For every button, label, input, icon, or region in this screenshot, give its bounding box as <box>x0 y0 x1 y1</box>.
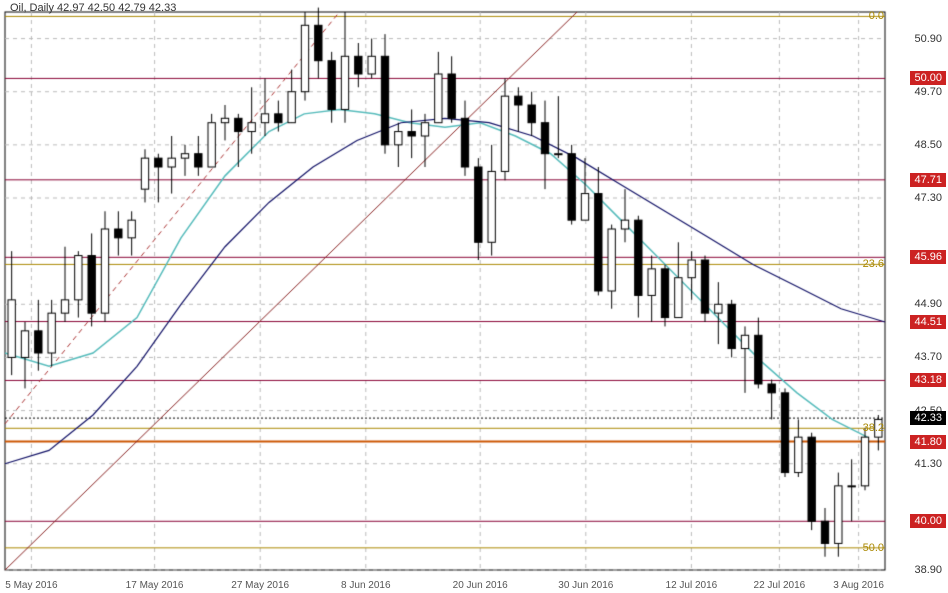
x-axis-tick: 3 Aug 2016 <box>833 580 884 591</box>
x-axis-tick: 5 May 2016 <box>5 580 57 591</box>
chart-title: Oil, Daily 42.97 42.50 42.79 42.33 <box>10 2 176 14</box>
price-level-label: 42.33 <box>910 411 946 425</box>
fib-level-label: 0.0 <box>865 9 888 23</box>
price-level-label: 47.71 <box>910 173 946 187</box>
y-axis-tick: 50.90 <box>910 32 946 46</box>
price-level-label: 43.18 <box>910 373 946 387</box>
y-axis-tick: 44.90 <box>910 297 946 311</box>
x-axis-tick: 12 Jul 2016 <box>666 580 718 591</box>
price-chart[interactable] <box>0 0 948 593</box>
price-level-label: 40.00 <box>910 514 946 528</box>
price-level-label: 44.51 <box>910 315 946 329</box>
x-axis-tick: 22 Jul 2016 <box>754 580 806 591</box>
y-axis-tick: 43.70 <box>910 350 946 364</box>
x-axis-tick: 17 May 2016 <box>126 580 184 591</box>
y-axis-tick: 41.30 <box>910 457 946 471</box>
price-level-label: 41.80 <box>910 435 946 449</box>
y-axis-tick: 47.30 <box>910 191 946 205</box>
y-axis-tick: 48.50 <box>910 138 946 152</box>
fib-level-label: 50.0 <box>859 541 888 555</box>
x-axis-tick: 27 May 2016 <box>231 580 289 591</box>
x-axis-tick: 30 Jun 2016 <box>558 580 613 591</box>
y-axis-tick: 38.90 <box>910 563 946 577</box>
fib-level-label: 23.6 <box>859 257 888 271</box>
x-axis-tick: 20 Jun 2016 <box>453 580 508 591</box>
price-level-label: 50.00 <box>910 71 946 85</box>
price-level-label: 45.96 <box>910 250 946 264</box>
y-axis-tick: 49.70 <box>910 85 946 99</box>
x-axis-tick: 8 Jun 2016 <box>341 580 391 591</box>
fib-level-label: 38.2 <box>859 421 888 435</box>
